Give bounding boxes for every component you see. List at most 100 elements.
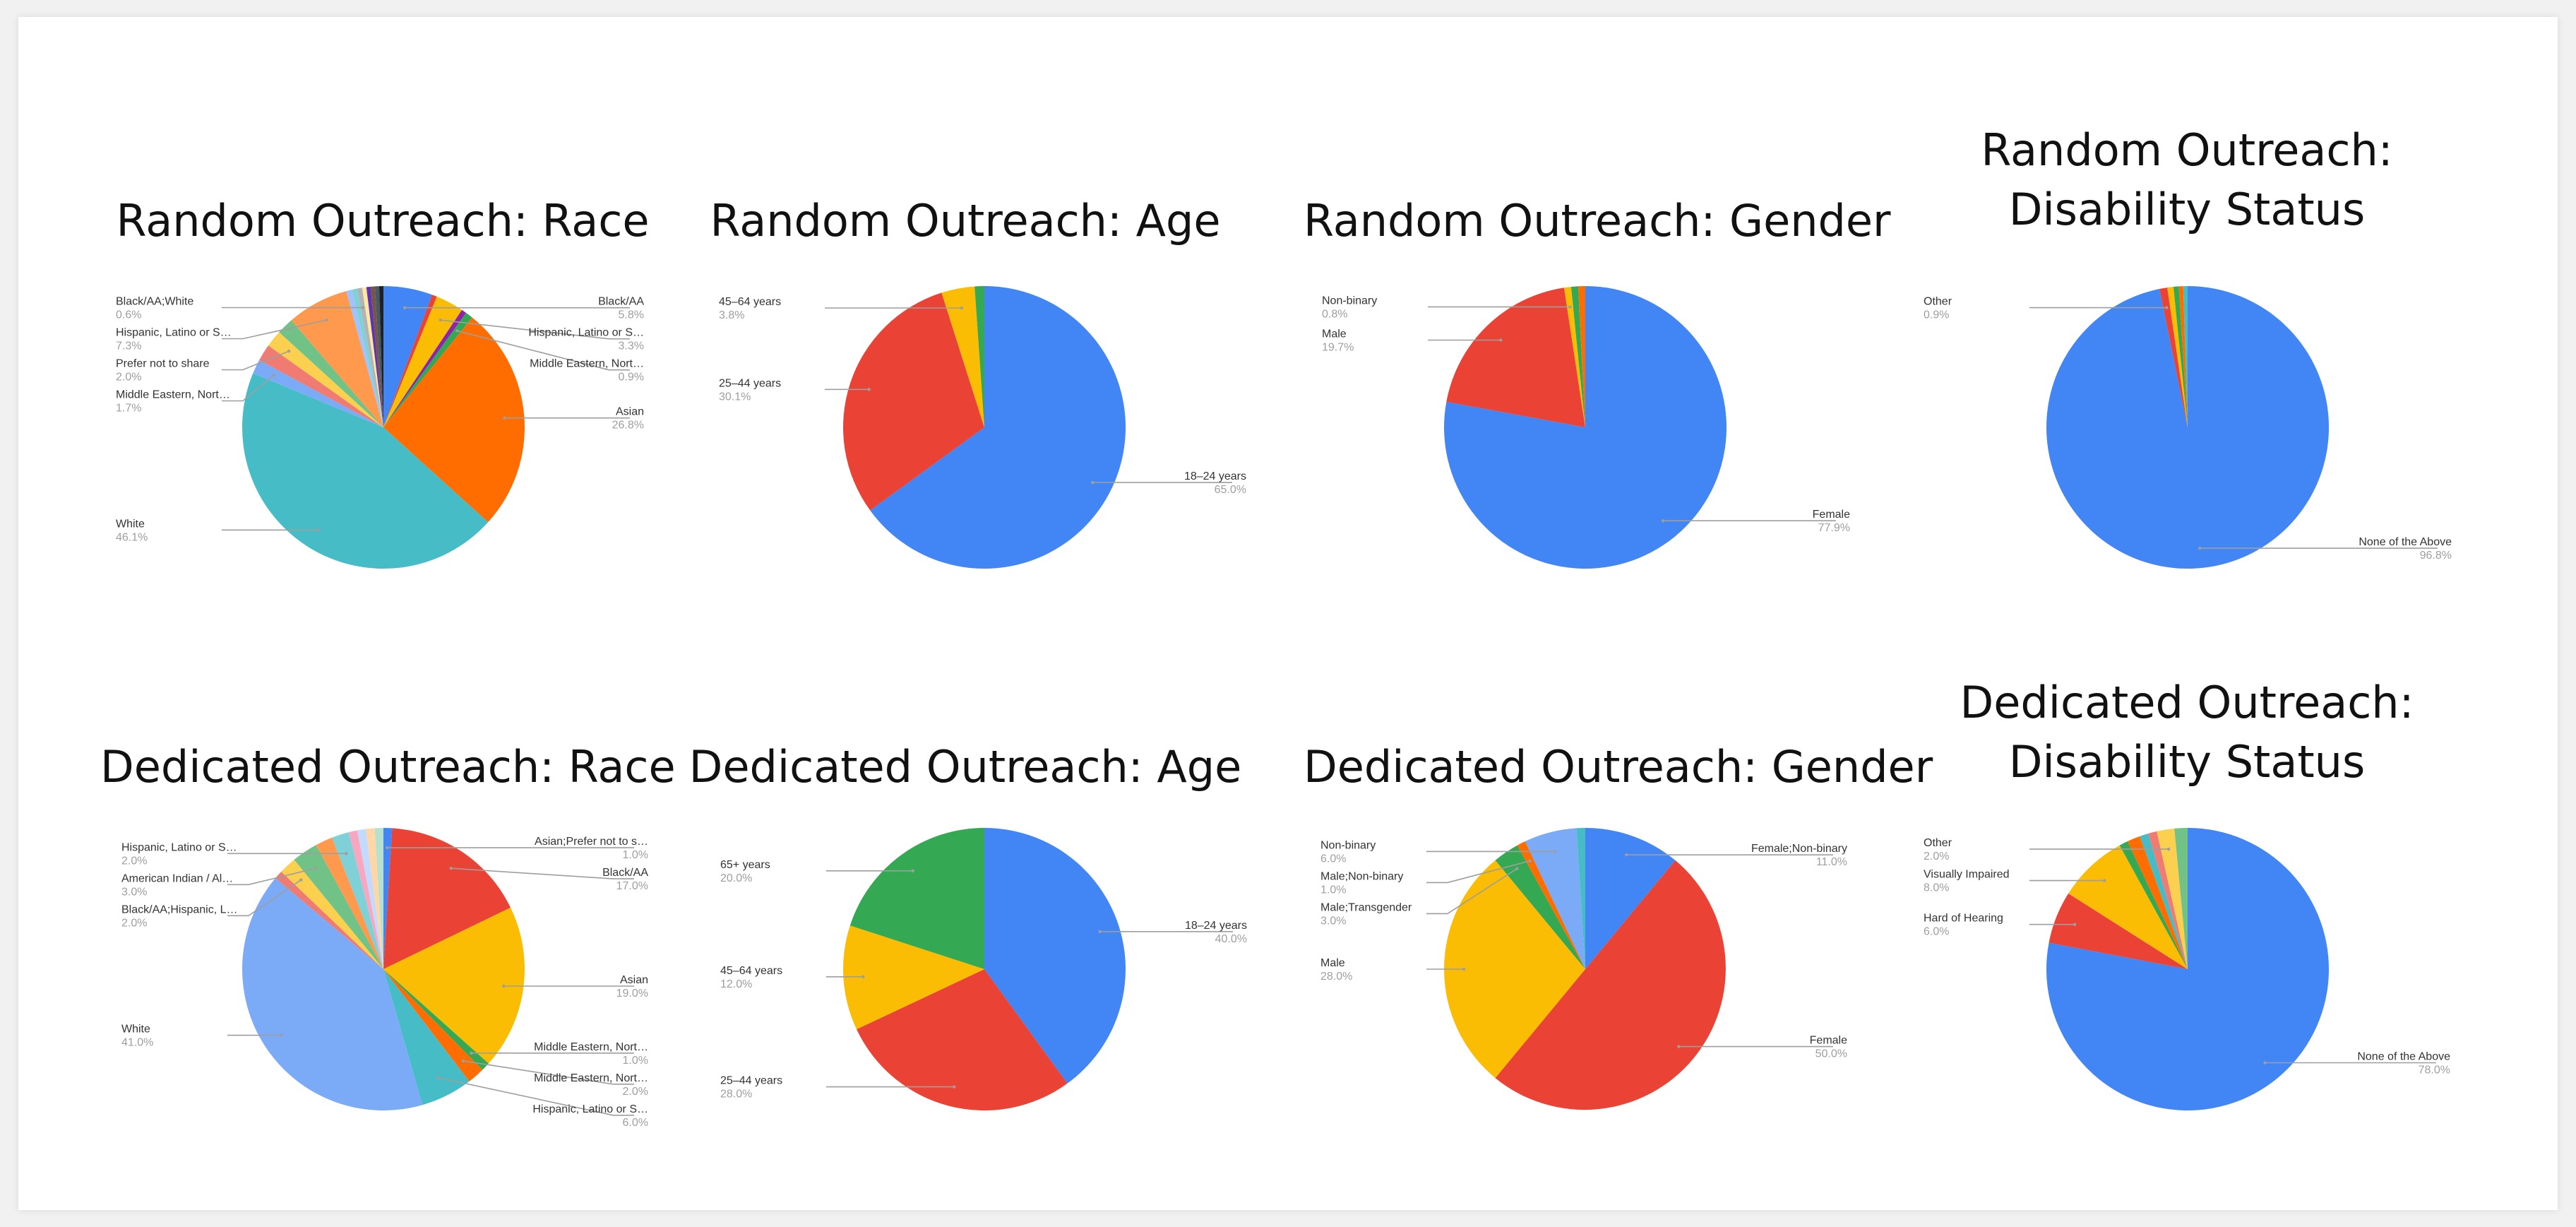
pie-slice xyxy=(842,925,984,1030)
pie-slice xyxy=(2157,828,2188,969)
pie-slice xyxy=(259,345,383,427)
slice-label: Non-binary xyxy=(1320,839,1376,851)
pie-slice xyxy=(849,828,984,969)
slice-label: Hispanic, Latino or S… xyxy=(528,327,644,339)
leader-dot xyxy=(1625,853,1628,857)
pie-slice xyxy=(1576,828,1585,969)
slice-label: White xyxy=(116,518,145,530)
leader-line xyxy=(440,319,630,340)
slice-percent-label: 1.0% xyxy=(1320,884,1346,896)
slice-label: Female;Non-binary xyxy=(1751,843,1847,855)
slice-label: 18–24 years xyxy=(1185,920,1247,932)
slice-label: 65+ years xyxy=(720,859,770,871)
leader-line xyxy=(222,350,290,371)
slice-percent-label: 5.8% xyxy=(619,309,644,321)
leader-dot xyxy=(2103,879,2106,882)
leader-dot xyxy=(1515,867,1519,870)
slice-percent-label: 50.0% xyxy=(1815,1048,1847,1060)
slice-label: Male xyxy=(1322,328,1347,340)
leader-dot xyxy=(960,306,964,310)
pie-slice xyxy=(383,969,483,1081)
slice-label: Middle Eastern, Nort… xyxy=(534,1041,648,1053)
pie-slice xyxy=(1578,286,1585,427)
chart-title-line: Disability Status xyxy=(2008,184,2366,235)
pie-slice xyxy=(2159,288,2188,427)
slice-percent-label: 11.0% xyxy=(1816,856,1847,868)
pie-slice xyxy=(1495,860,1726,1110)
leader-line xyxy=(1426,868,1517,915)
pie-slice xyxy=(2174,828,2188,969)
pie-slice xyxy=(2178,286,2188,427)
slice-percent-label: 2.0% xyxy=(623,1086,648,1098)
leader-line xyxy=(227,867,316,886)
slice-percent-label: 28.0% xyxy=(1320,971,1352,983)
slice-percent-label: 3.0% xyxy=(121,886,147,898)
leader-dot xyxy=(314,867,318,870)
pie-slice xyxy=(1443,286,1727,569)
leader-dot xyxy=(861,975,865,979)
leader-dot xyxy=(867,388,871,391)
pie-slice xyxy=(383,828,511,969)
slice-label: Middle Eastern, Nort… xyxy=(534,1072,648,1084)
slice-label: Female xyxy=(1810,1035,1847,1047)
leader-line xyxy=(451,867,634,879)
chart-title: Dedicated Outreach: Race xyxy=(100,741,676,793)
slice-percent-label: 30.1% xyxy=(719,391,751,403)
pie-slice xyxy=(291,291,383,427)
slice-percent-label: 78.0% xyxy=(2419,1065,2450,1077)
slice-percent-label: 1.7% xyxy=(116,403,141,415)
slice-label: Male xyxy=(1320,957,1345,969)
leader-line xyxy=(438,1077,634,1116)
pie-slice xyxy=(374,286,383,427)
leader-dot xyxy=(461,1059,465,1063)
slice-label: 45–64 years xyxy=(720,965,782,977)
leader-dot xyxy=(1661,519,1665,523)
slice-label: 45–64 years xyxy=(719,296,781,308)
chart-title-line: Random Outreach: xyxy=(1981,124,2393,176)
slice-percent-label: 3.8% xyxy=(719,309,744,321)
slice-percent-label: 0.9% xyxy=(1924,309,1949,321)
leader-dot xyxy=(449,867,453,870)
pie-slice xyxy=(374,828,383,969)
pie-slice xyxy=(366,286,383,427)
leader-dot xyxy=(2198,546,2202,550)
slice-label: Hispanic, Latino or S… xyxy=(532,1103,648,1115)
slice-label: Asian xyxy=(620,974,648,986)
pie-slice xyxy=(383,317,525,523)
pie-slice xyxy=(242,878,423,1110)
slice-percent-label: 3.0% xyxy=(1320,915,1346,927)
pie-slice xyxy=(348,830,383,969)
slice-label: Female xyxy=(1813,509,1850,521)
leader-line xyxy=(227,879,302,917)
leader-line xyxy=(457,330,630,371)
slice-percent-label: 2.0% xyxy=(121,855,147,867)
pie-slice xyxy=(242,373,489,569)
leader-dot xyxy=(345,852,348,855)
chart-title: Random Outreach: Gender xyxy=(1304,195,1891,247)
slice-percent-label: 2.0% xyxy=(1924,850,1949,863)
pie-slice xyxy=(2049,893,2188,969)
slice-label: 25–44 years xyxy=(720,1075,782,1087)
leader-dot xyxy=(470,1051,473,1055)
pie-slice xyxy=(2173,286,2188,427)
pie-slice xyxy=(281,860,383,969)
leader-dot xyxy=(1462,967,1466,971)
pie-chart: Black/AA5.8%Hispanic, Latino or S…3.3%Mi… xyxy=(116,286,644,569)
slice-label: Hispanic, Latino or S… xyxy=(116,327,232,339)
slice-percent-label: 19.0% xyxy=(616,988,648,1000)
pie-slice xyxy=(370,286,383,427)
pie-slice xyxy=(1525,828,1585,969)
slice-percent-label: 77.9% xyxy=(1818,522,1850,534)
pie-slice xyxy=(1444,860,1585,1079)
leader-dot xyxy=(502,984,506,988)
leader-dot xyxy=(1499,338,1503,342)
leader-dot xyxy=(316,528,321,532)
pie-slice xyxy=(294,845,383,969)
pie-slice xyxy=(2119,841,2188,969)
leader-line xyxy=(222,374,275,402)
slice-label: Black/AA;Hispanic, L… xyxy=(121,903,238,915)
